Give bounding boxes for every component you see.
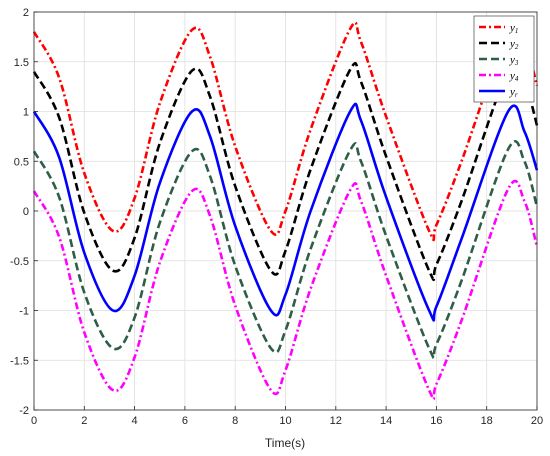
x-axis-label: Time(s) <box>265 436 305 450</box>
series-layer <box>32 21 539 401</box>
legend-label-y4: y4 <box>509 70 519 83</box>
x-tick-label: 18 <box>481 415 493 427</box>
legend-label-yr: yr <box>509 86 518 99</box>
x-tick-label: 14 <box>380 415 392 427</box>
series-line-y4 <box>32 179 539 401</box>
y-tick-label: 1.5 <box>14 57 29 69</box>
series-line-y1 <box>32 21 539 242</box>
y-tick-label: 1 <box>23 107 29 119</box>
series-line-y2 <box>32 61 539 282</box>
x-tick-label: 8 <box>232 415 238 427</box>
y-tick-label: 0 <box>23 206 29 218</box>
y-tick-label: -2 <box>19 405 29 417</box>
x-tick-label: 6 <box>182 415 188 427</box>
ticks: 0 2 4 6 8 10 12 14 16 18 20 -2 -1.5 -1 -0.5 0 0.5 1 1.5 2 <box>10 7 543 427</box>
legend-label-y3: y3 <box>509 54 519 67</box>
series-line-y3 <box>32 140 539 360</box>
series-line-yr <box>32 102 539 322</box>
x-tick-label: 16 <box>430 415 442 427</box>
y-tick-label: -1.5 <box>10 355 29 367</box>
x-tick-label: 10 <box>279 415 291 427</box>
x-tick-label: 4 <box>132 415 138 427</box>
x-tick-label: 2 <box>81 415 87 427</box>
x-tick-label: 20 <box>531 415 543 427</box>
y-tick-label: -0.5 <box>10 256 29 268</box>
legend: y1 y2 y3 y4 yr <box>473 15 535 103</box>
y-tick-label: 0.5 <box>14 156 29 168</box>
legend-label-y1: y1 <box>509 22 518 35</box>
y-tick-label: 2 <box>23 7 29 19</box>
y-tick-label: -1 <box>19 306 29 318</box>
x-tick-label: 0 <box>31 415 37 427</box>
legend-label-y2: y2 <box>509 38 519 51</box>
x-tick-label: 12 <box>330 415 342 427</box>
